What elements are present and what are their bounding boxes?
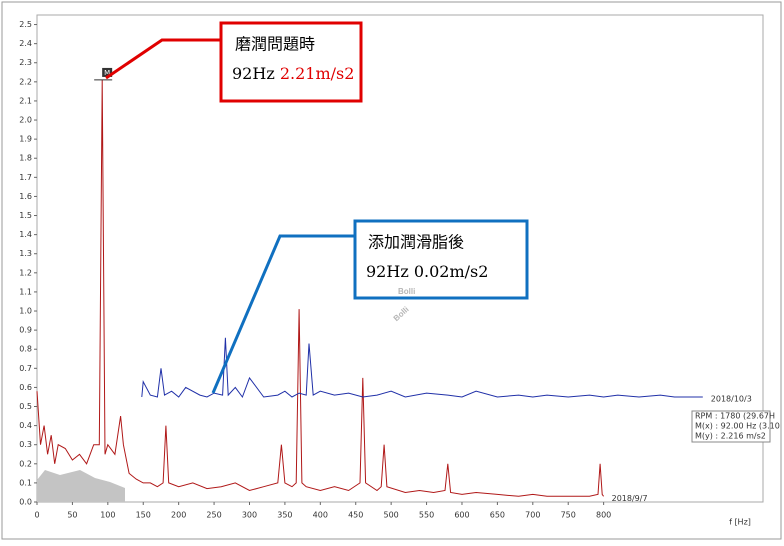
annotation-freq: 92Hz [232,64,275,83]
y-tick-label: 0.5 [19,402,32,411]
y-tick-label: 2.0 [19,116,32,125]
cursor-info: RPM : 1780 (29.67H [695,412,775,421]
annotation-value: 92Hz 2.21m/s2 [232,64,354,83]
watermark: Bolli [398,287,415,296]
x-tick-label: 350 [277,511,292,520]
x-tick-label: 750 [561,511,576,520]
y-tick-label: 1.6 [19,192,32,201]
y-tick-label: 1.7 [19,173,32,182]
annotation-value: 92Hz 0.02m/s2 [366,262,488,281]
y-tick-label: 1.5 [19,211,32,220]
y-tick-label: 1.3 [19,249,32,258]
annotation-freq: 92Hz [366,262,409,281]
series-label: 2018/9/7 [612,494,648,503]
series-label: 2018/10/3 [711,394,752,403]
x-tick-label: 50 [67,511,77,520]
x-tick-label: 800 [596,511,611,520]
leader-line [211,234,354,394]
y-tick-label: 2.5 [19,20,32,29]
marker-label: M [104,69,110,77]
y-tick-label: 2.1 [19,96,32,105]
annotation-box [219,21,363,103]
y-tick-label: 1.8 [19,154,32,163]
y-tick-label: 0.3 [19,440,32,449]
y-tick-label: 1.2 [19,268,32,277]
y-tick-label: 0.2 [19,459,32,468]
y-tick-label: 2.2 [19,77,32,86]
y-tick-label: 2.3 [19,58,32,67]
x-tick-label: 650 [490,511,505,520]
series-line [36,79,605,497]
shaded-area [37,470,125,502]
y-tick-label: 0.6 [19,383,32,392]
y-tick-label: 0.7 [19,364,32,373]
cursor-info-box [691,410,771,443]
y-tick-label: 1.1 [19,287,32,296]
cursor-info: M(y) : 2.216 m/s2 [695,432,766,441]
annotation-title: 添加潤滑脂後 [368,233,464,252]
series-line [141,337,703,399]
y-tick-label: 1.0 [19,307,32,316]
y-tick-label: 0.0 [19,498,32,507]
x-tick-label: 0 [34,511,39,520]
y-tick-label: 1.4 [19,230,32,239]
y-tick-label: 0.9 [19,326,32,335]
y-tick-label: 0.1 [19,478,32,487]
x-tick-label: 400 [313,511,328,520]
x-tick-label: 500 [384,511,399,520]
x-tick-label: 450 [348,511,363,520]
x-axis-label: f [Hz] [729,518,751,527]
y-tick-label: 0.4 [19,421,32,430]
y-tick-label: 1.9 [19,135,32,144]
annotation-title: 磨潤問題時 [235,35,315,54]
x-tick-label: 100 [100,511,115,520]
x-tick-label: 250 [206,511,221,520]
x-tick-label: 300 [242,511,257,520]
annotation-amp: 0.02m/s2 [414,262,489,281]
x-tick-label: 700 [525,511,540,520]
leader-line [105,38,220,80]
y-tick-label: 2.4 [19,39,32,48]
y-tick-label: 0.8 [19,345,32,354]
x-tick-label: 600 [454,511,469,520]
x-tick-label: 550 [419,511,434,520]
x-tick-label: 200 [171,511,186,520]
x-tick-label: 150 [136,511,151,520]
cursor-info: M(x) : 92.00 Hz (3.10 [695,422,780,431]
marker-box [102,67,113,77]
annotation-box [353,219,529,300]
annotation-amp: 2.21m/s2 [280,64,355,83]
